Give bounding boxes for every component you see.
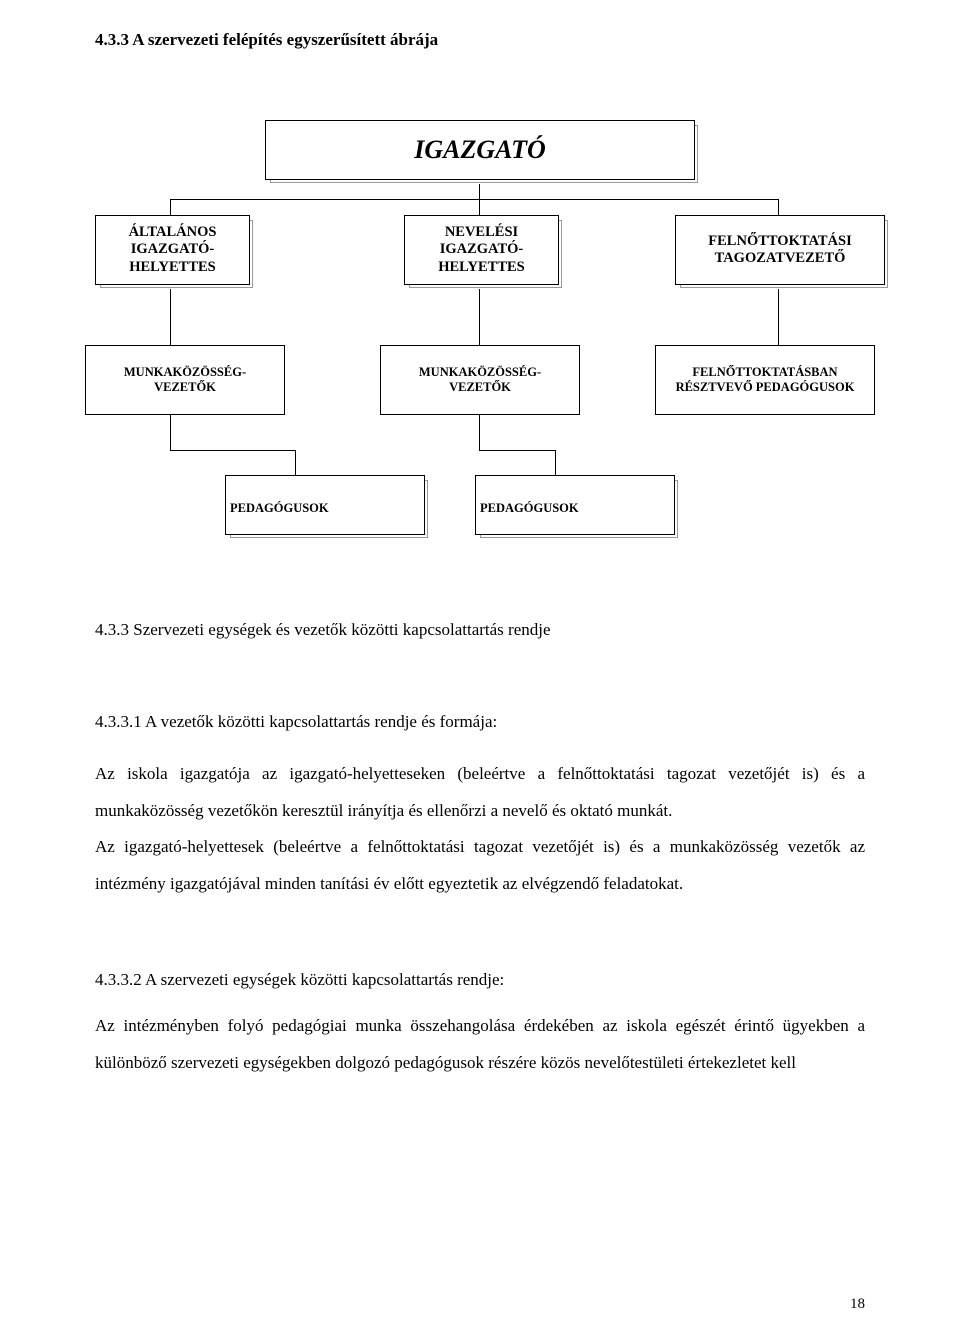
org-node-l2-2: FELNŐTTOKTATÁSI TAGOZATVEZETŐ — [704, 229, 855, 272]
text: HELYETTES — [438, 259, 525, 276]
text: MUNKAKÖZÖSSÉG- — [419, 365, 541, 380]
paragraph-1: Az iskola igazgatója az igazgató-helyett… — [95, 756, 865, 829]
text: FELNŐTTOKTATÁSI — [708, 233, 851, 250]
text: FELNŐTTOKTATÁSBAN — [676, 365, 855, 380]
text: VEZETŐK — [419, 380, 541, 395]
paragraph-2: Az igazgató-helyettesek (beleértve a fel… — [95, 829, 865, 902]
text: HELYETTES — [129, 259, 217, 276]
section-title-2: 4.3.3 Szervezeti egységek és vezetők köz… — [95, 620, 865, 640]
org-node-root: IGAZGATÓ — [410, 130, 549, 169]
text: RÉSZTVEVŐ PEDAGÓGUSOK — [676, 380, 855, 395]
subsection-title-1: 4.3.3.1 A vezetők közötti kapcsolattartá… — [95, 712, 865, 732]
text: MUNKAKÖZÖSSÉG- — [124, 365, 246, 380]
text: IGAZGATÓ- — [129, 241, 217, 258]
org-chart: IGAZGATÓ ÁLTALÁNOS IGAZGATÓ- HELYETTES N… — [95, 120, 865, 580]
text: VEZETŐK — [124, 380, 246, 395]
section-title-1: 4.3.3 A szervezeti felépítés egyszerűsít… — [95, 30, 865, 50]
org-node-l3-0: MUNKAKÖZÖSSÉG- VEZETŐK — [120, 361, 250, 399]
subsection-title-2: 4.3.3.2 A szervezeti egységek közötti ka… — [95, 970, 865, 990]
paragraph-3: Az intézményben folyó pedagógiai munka ö… — [95, 1008, 865, 1081]
org-node-l3-1: MUNKAKÖZÖSSÉG- VEZETŐK — [415, 361, 545, 399]
org-node-l3-2: FELNŐTTOKTATÁSBAN RÉSZTVEVŐ PEDAGÓGUSOK — [672, 361, 859, 399]
text: NEVELÉSI — [438, 224, 525, 241]
org-node-l4-0: PEDAGÓGUSOK — [226, 497, 333, 520]
org-node-l2-1: NEVELÉSI IGAZGATÓ- HELYETTES — [434, 220, 529, 280]
text: TAGOZATVEZETŐ — [708, 250, 851, 267]
text: IGAZGATÓ- — [438, 241, 525, 258]
org-node-l4-1: PEDAGÓGUSOK — [476, 497, 583, 520]
text: ÁLTALÁNOS — [129, 224, 217, 241]
page-number: 18 — [850, 1296, 865, 1313]
org-node-l2-0: ÁLTALÁNOS IGAZGATÓ- HELYETTES — [125, 220, 221, 280]
